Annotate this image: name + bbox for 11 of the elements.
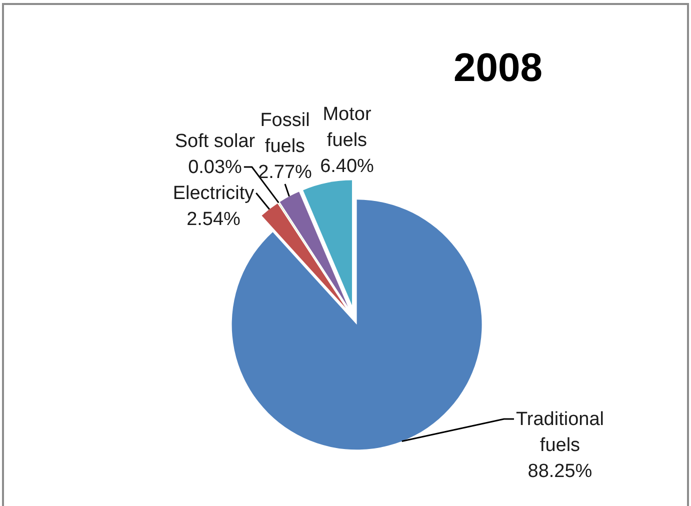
slice-label: Fossil fuels [260,110,310,157]
data-label: 88.25% [528,461,592,482]
slice-label: Soft solar [174,131,256,152]
data-label: 2.54% [186,209,241,230]
slice-label: Traditional fuels [516,409,604,456]
data-label: 0.03% [188,157,242,178]
data-label: 6.40% [320,156,374,177]
slice-label: Motor fuels [322,104,372,151]
slice-label: Electricity [172,183,255,204]
data-label: 2.77% [258,162,312,183]
chart-title: 2008 [454,46,542,90]
